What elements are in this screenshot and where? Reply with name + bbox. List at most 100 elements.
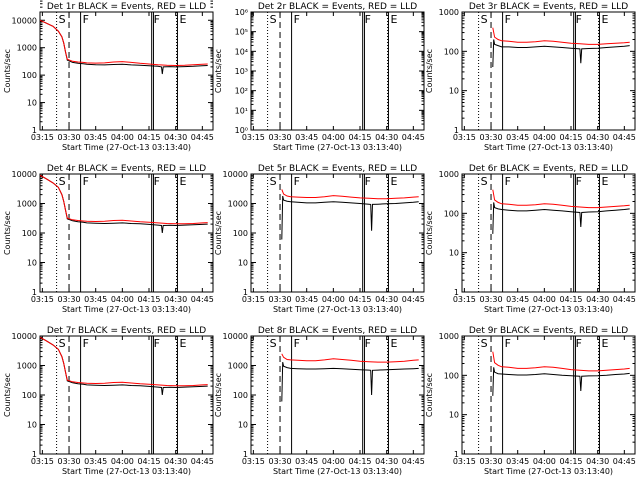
x-tick-label: 03:30 xyxy=(268,133,291,142)
x-tick-label: 03:30 xyxy=(57,295,80,304)
x-tick-label: 03:30 xyxy=(479,457,502,466)
x-tick-label: 03:15 xyxy=(31,133,54,142)
y-tick-label: 10 xyxy=(238,259,248,268)
x-tick-label: 04:45 xyxy=(402,133,425,142)
x-axis-label: Start Time (27-Oct-13 03:13:40) xyxy=(62,467,191,476)
panel-title: Det 3r BLACK = Events, RED = LLD xyxy=(469,2,628,12)
marker-label: F xyxy=(365,175,371,188)
x-tick-label: 04:00 xyxy=(533,295,556,304)
y-tick-label: 1000 xyxy=(17,44,37,53)
lld-series-line xyxy=(40,174,208,225)
marker-label: E xyxy=(390,337,397,350)
x-tick-label: 03:15 xyxy=(453,457,476,466)
y-axis-label: Counts/sec xyxy=(214,211,223,255)
events-series-line xyxy=(40,19,208,75)
y-tick-label: 100 xyxy=(22,71,37,80)
x-tick-label: 04:30 xyxy=(375,133,398,142)
x-tick-label: 03:15 xyxy=(242,295,265,304)
panel-title: Det 2r BLACK = Events, RED = LLD xyxy=(258,2,417,12)
y-tick-label: 1 xyxy=(32,126,37,135)
marker-label: F xyxy=(365,13,371,26)
x-tick-label: 04:00 xyxy=(322,295,345,304)
x-tick-label: 03:30 xyxy=(268,457,291,466)
marker-label: F xyxy=(505,13,511,26)
plot-frame xyxy=(461,11,636,131)
panel-title: Det 4r BLACK = Events, RED = LLD xyxy=(47,164,206,174)
lld-series-line xyxy=(40,336,208,387)
y-tick-label: 10³ xyxy=(235,67,248,76)
panel-title: Det 8r BLACK = Events, RED = LLD xyxy=(258,326,417,336)
y-tick-label: 1000 xyxy=(439,170,459,179)
y-axis-label: Counts/sec xyxy=(3,211,12,255)
y-tick-label: 1000 xyxy=(439,8,459,17)
x-tick-label: 04:15 xyxy=(559,295,582,304)
lld-series-line xyxy=(492,189,630,209)
y-tick-label: 100 xyxy=(444,47,459,56)
x-tick-label: 04:45 xyxy=(613,133,636,142)
x-tick-label: 04:15 xyxy=(348,457,371,466)
x-tick-label: 03:15 xyxy=(453,295,476,304)
x-tick-label: 04:15 xyxy=(137,457,160,466)
y-tick-label: 10 xyxy=(449,249,459,258)
y-tick-label: 1 xyxy=(454,450,459,459)
x-tick-label: 04:00 xyxy=(533,457,556,466)
x-tick-label: 03:15 xyxy=(31,295,54,304)
y-tick-label: 100 xyxy=(233,391,248,400)
lld-series-line xyxy=(492,27,630,45)
x-tick-label: 04:30 xyxy=(586,457,609,466)
marker-label: F xyxy=(365,337,371,350)
y-tick-label: 10² xyxy=(235,87,248,96)
panel-title: Det 7r BLACK = Events, RED = LLD xyxy=(47,326,206,336)
marker-label: F xyxy=(83,337,89,350)
events-series-line xyxy=(492,39,630,68)
y-tick-label: 1 xyxy=(243,288,248,297)
x-tick-label: 03:15 xyxy=(31,457,54,466)
x-tick-label: 04:30 xyxy=(164,457,187,466)
y-tick-label: 10 xyxy=(238,421,248,430)
y-axis-label: Counts/sec xyxy=(425,49,434,93)
x-tick-label: 04:45 xyxy=(613,295,636,304)
marker-label: F xyxy=(576,337,582,350)
x-tick-label: 04:00 xyxy=(322,457,345,466)
marker-label: F xyxy=(294,13,300,26)
x-tick-label: 04:15 xyxy=(137,133,160,142)
marker-label: S xyxy=(270,13,277,26)
x-axis-label: Start Time (27-Oct-13 03:13:40) xyxy=(273,143,402,152)
lld-series-line xyxy=(281,353,419,363)
marker-label: S xyxy=(59,13,66,26)
y-tick-label: 100 xyxy=(233,229,248,238)
x-tick-label: 04:30 xyxy=(375,457,398,466)
events-series-line xyxy=(492,202,630,234)
y-tick-label: 100 xyxy=(444,209,459,218)
x-tick-label: 03:30 xyxy=(268,295,291,304)
y-tick-label: 10 xyxy=(27,99,37,108)
marker-label: S xyxy=(481,175,488,188)
x-tick-label: 04:00 xyxy=(111,295,134,304)
y-tick-label: 10000 xyxy=(223,170,248,179)
y-tick-label: 10⁶ xyxy=(235,8,248,17)
marker-label: S xyxy=(59,175,66,188)
marker-label: E xyxy=(179,337,186,350)
x-tick-label: 03:45 xyxy=(295,457,318,466)
marker-label: F xyxy=(154,13,160,26)
marker-label: E xyxy=(390,13,397,26)
y-tick-label: 1 xyxy=(243,450,248,459)
x-tick-label: 04:15 xyxy=(348,295,371,304)
y-axis-label: Counts/sec xyxy=(214,373,223,417)
marker-label: F xyxy=(505,175,511,188)
panel-title: Det 1r BLACK = Events, RED = LLD xyxy=(47,2,206,12)
y-tick-label: 10 xyxy=(449,411,459,420)
x-tick-label: 04:00 xyxy=(533,133,556,142)
panel-title: Det 5r BLACK = Events, RED = LLD xyxy=(258,164,417,174)
x-tick-label: 04:45 xyxy=(191,295,214,304)
events-series-line xyxy=(492,367,630,396)
x-tick-label: 03:45 xyxy=(295,133,318,142)
x-tick-label: 04:45 xyxy=(402,457,425,466)
y-tick-label: 10000 xyxy=(12,170,37,179)
marker-label: F xyxy=(154,175,160,188)
x-tick-label: 04:15 xyxy=(559,133,582,142)
x-tick-label: 04:15 xyxy=(137,295,160,304)
